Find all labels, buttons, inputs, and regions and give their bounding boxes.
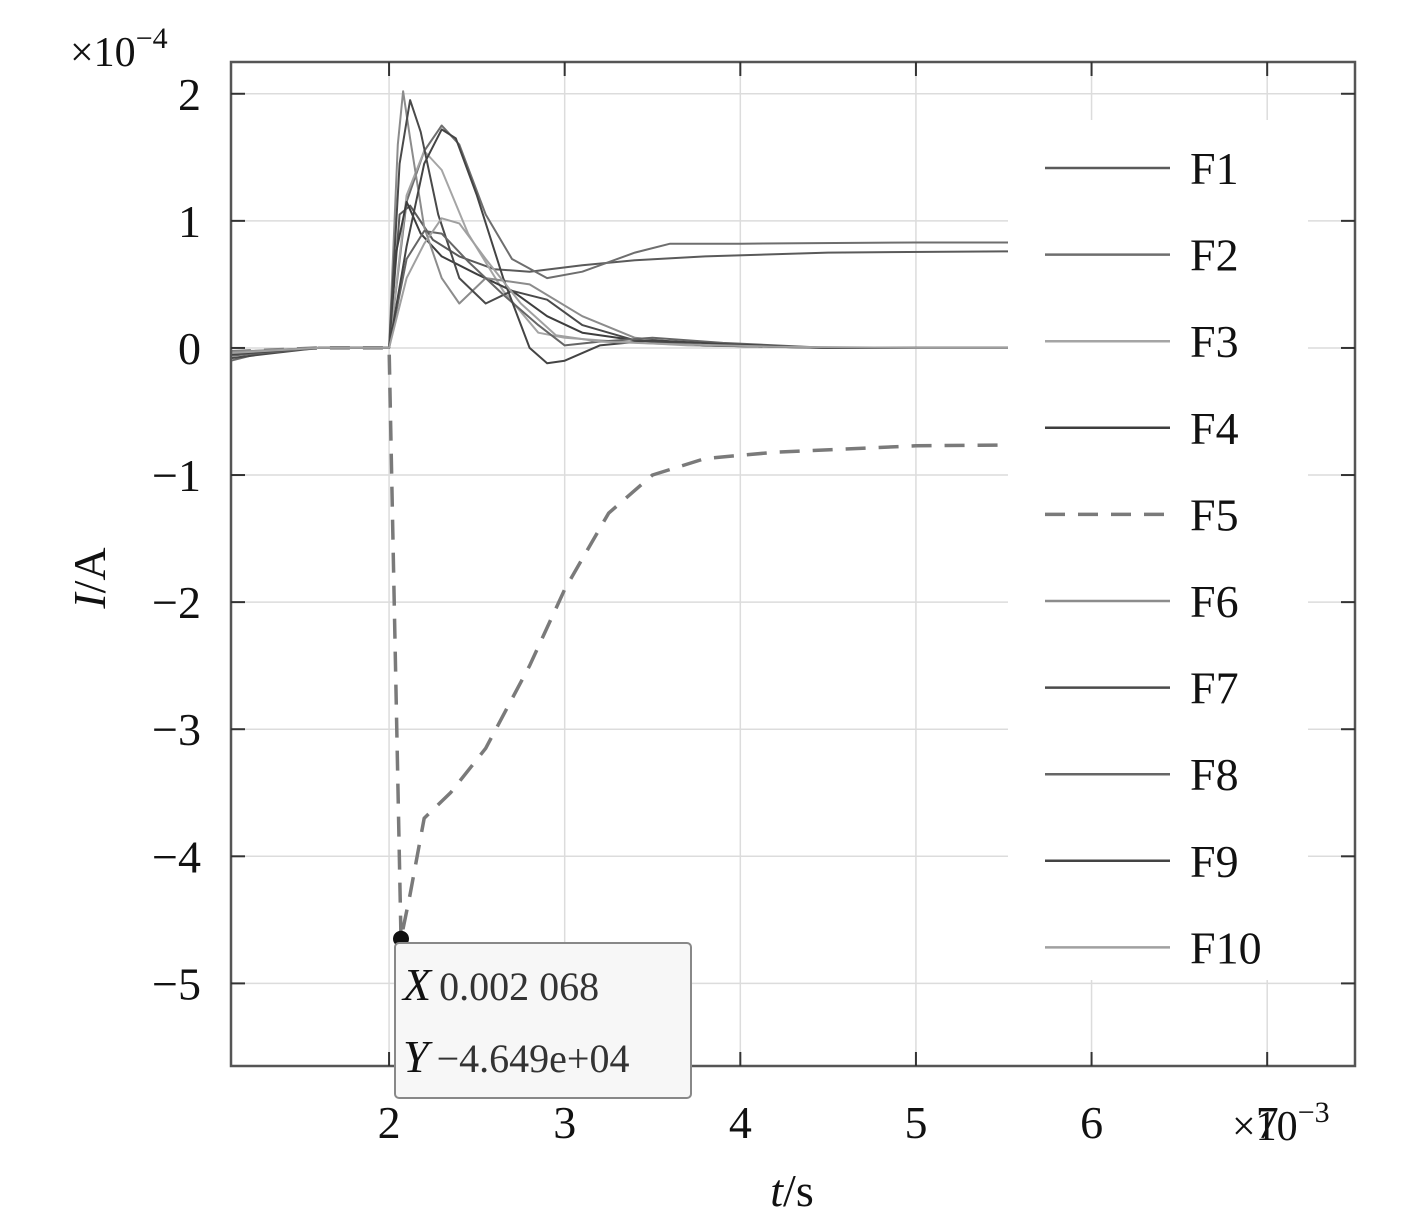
x-axis-multiplier: ×10−3 bbox=[1232, 1096, 1330, 1150]
series-line-f4[interactable] bbox=[230, 200, 1066, 356]
legend-label-f1[interactable]: F1 bbox=[1190, 143, 1239, 194]
series-line-f5[interactable] bbox=[230, 346, 1066, 941]
axis-ticks: 2 3 4 5 6 7 2 1 0 −1 −2 −3 −4 −5 bbox=[152, 62, 1355, 1148]
datatip-box bbox=[394, 942, 692, 1099]
x-tick-label: 5 bbox=[904, 1097, 927, 1148]
legend[interactable]: F1 F2 F3 F4 F5 F6 F7 F8 F9 F10 bbox=[1045, 143, 1262, 973]
x-tick-label: 6 bbox=[1080, 1097, 1103, 1148]
x-tick-label: 2 bbox=[378, 1097, 401, 1148]
x-tick-label: 7 bbox=[1256, 1097, 1279, 1148]
series-line-f10[interactable] bbox=[230, 217, 1066, 354]
y-axis-multiplier: ×10−4 bbox=[70, 22, 168, 76]
legend-label-f7[interactable]: F7 bbox=[1190, 663, 1239, 714]
plot-area-frame bbox=[229, 60, 1357, 1068]
legend-label-f4[interactable]: F4 bbox=[1190, 403, 1239, 454]
y-tick-label: −5 bbox=[152, 958, 201, 1009]
legend-label-f10[interactable]: F10 bbox=[1190, 922, 1262, 973]
y-tick-label: 2 bbox=[178, 69, 201, 120]
legend-label-f6[interactable]: F6 bbox=[1190, 576, 1239, 627]
legend-label-f8[interactable]: F8 bbox=[1190, 749, 1239, 800]
series-line-f9[interactable] bbox=[230, 128, 1066, 365]
x-tick-label: 3 bbox=[553, 1097, 576, 1148]
legend-background bbox=[1008, 120, 1308, 980]
y-tick-label: −4 bbox=[152, 831, 201, 882]
legend-label-f5[interactable]: F5 bbox=[1190, 489, 1239, 540]
y-tick-label: −1 bbox=[152, 450, 201, 501]
legend-label-f9[interactable]: F9 bbox=[1190, 836, 1239, 887]
x-axis-label: t/s bbox=[770, 1165, 813, 1216]
series-line-f7[interactable] bbox=[230, 99, 1066, 360]
y-tick-label: 1 bbox=[178, 196, 201, 247]
datatip-y: Y −4.649e+04 bbox=[403, 1031, 629, 1082]
series-line-f2[interactable] bbox=[230, 124, 1066, 362]
datatip[interactable]: X 0.002 068 Y −4.649e+04 bbox=[393, 930, 692, 1099]
legend-label-f3[interactable]: F3 bbox=[1190, 316, 1239, 367]
y-axis-label: I/A bbox=[64, 547, 115, 609]
series-layer bbox=[230, 90, 1066, 941]
legend-label-f2[interactable]: F2 bbox=[1190, 230, 1239, 281]
x-tick-label: 4 bbox=[729, 1097, 752, 1148]
y-tick-label: −2 bbox=[152, 577, 201, 628]
y-tick-label: −3 bbox=[152, 704, 201, 755]
datatip-x: X 0.002 068 bbox=[401, 959, 599, 1010]
series-line-f1[interactable] bbox=[230, 204, 1066, 357]
y-tick-label: 0 bbox=[178, 323, 201, 374]
